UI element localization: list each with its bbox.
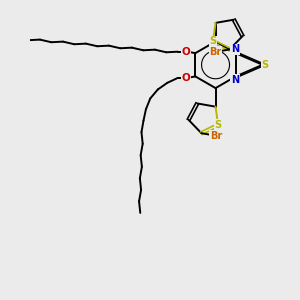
Text: O: O [182, 47, 190, 57]
Text: N: N [231, 75, 239, 85]
Text: Br: Br [209, 47, 221, 57]
Text: S: S [209, 36, 217, 46]
Text: S: S [214, 120, 222, 130]
Text: S: S [262, 60, 268, 70]
Text: O: O [182, 73, 190, 83]
Text: N: N [231, 44, 239, 55]
Text: Br: Br [210, 131, 222, 141]
